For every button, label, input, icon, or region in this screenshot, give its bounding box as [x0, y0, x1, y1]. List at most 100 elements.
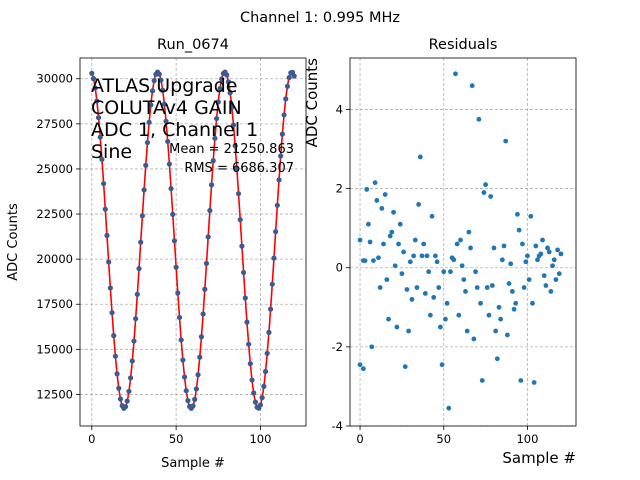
waveform-panel: Run_0674 0 50 100 12500 15000 17500 20000 2250… — [6, 37, 307, 471]
waveform-sample-point — [215, 99, 221, 105]
waveform-sample-point — [192, 396, 198, 402]
waveform-sample-point — [178, 337, 184, 343]
waveform-sample-point — [195, 372, 201, 378]
waveform-sample-point — [151, 78, 157, 84]
residual-point — [469, 83, 475, 89]
waveform-grid — [80, 58, 306, 426]
residual-point — [474, 285, 480, 290]
residual-point — [416, 202, 422, 207]
waveform-sample-point — [242, 295, 248, 301]
residual-point — [412, 237, 418, 243]
residual-point — [417, 154, 423, 160]
waveform-sample-point — [111, 333, 117, 339]
residual-point — [456, 312, 462, 318]
residual-point — [513, 300, 519, 306]
waveform-sample-point — [185, 398, 191, 404]
waveform-sample-point — [247, 361, 253, 367]
residual-point — [521, 285, 527, 290]
waveform-y-tick-label: 20000 — [36, 252, 73, 266]
waveform-sample-point — [107, 285, 113, 291]
residual-point — [493, 328, 499, 334]
residual-point — [538, 251, 544, 257]
waveform-sample-point — [129, 358, 135, 364]
residual-point — [496, 304, 502, 310]
waveform-x-axis-label: Sample # — [161, 456, 225, 471]
waveform-sample-point — [235, 191, 242, 197]
waveform-sample-point — [92, 85, 98, 91]
waveform-sample-point — [261, 383, 267, 389]
waveform-sample-point — [89, 70, 95, 76]
residual-point — [424, 253, 430, 259]
waveform-sample-point — [276, 177, 282, 183]
waveform-sample-point — [165, 138, 171, 145]
waveform-sample-point — [116, 385, 122, 391]
waveform-title: Run_0674 — [157, 37, 229, 53]
waveform-sample-point — [246, 341, 252, 347]
residual-point — [429, 213, 435, 219]
residual-point — [396, 241, 401, 247]
waveform-sample-point — [197, 354, 203, 360]
waveform-sample-point — [144, 139, 151, 146]
residual-point — [376, 255, 381, 261]
waveform-sample-point — [208, 182, 215, 188]
residual-point — [525, 253, 530, 259]
residual-point — [362, 258, 368, 263]
waveform-sample-point — [117, 396, 124, 402]
waveform-sample-point — [264, 350, 270, 356]
residuals-y-tick-label: 4 — [336, 102, 343, 116]
residual-point — [372, 180, 378, 186]
waveform-y-tick-label: 22500 — [36, 207, 73, 221]
residual-point — [518, 378, 524, 383]
residual-point — [548, 289, 554, 294]
residual-point — [411, 253, 417, 259]
residual-point — [481, 190, 487, 195]
waveform-y-tick-label: 30000 — [36, 72, 73, 86]
waveform-sample-point — [193, 386, 199, 392]
residual-point — [498, 316, 504, 322]
residual-point — [471, 336, 477, 342]
waveform-sample-point — [200, 311, 206, 317]
residual-point — [399, 271, 405, 277]
residual-point — [369, 344, 375, 350]
waveform-sample-point — [252, 399, 258, 405]
waveform-sample-point — [283, 96, 289, 102]
waveform-y-tick-label: 17500 — [36, 297, 73, 311]
waveform-sample-point — [273, 229, 279, 235]
waveform-x-tick-label: 0 — [88, 432, 95, 446]
waveform-sample-point — [101, 180, 107, 187]
residual-point — [386, 316, 391, 322]
waveform-sample-point — [269, 281, 275, 287]
residual-point — [446, 405, 452, 411]
waveform-sample-point — [229, 104, 235, 110]
annotation-line-2: COLUTAv4 GAIN — [91, 97, 242, 119]
waveform-sample-point — [168, 185, 174, 192]
residual-point — [508, 261, 514, 267]
waveform-sample-point — [234, 166, 240, 172]
residual-point — [414, 285, 420, 290]
residuals-y-tick-label: -2 — [332, 340, 343, 354]
waveform-sample-point — [141, 187, 147, 193]
waveform-sample-point — [214, 115, 220, 122]
residual-point — [504, 332, 510, 338]
residual-point — [553, 277, 559, 282]
residual-point — [397, 221, 403, 227]
waveform-sample-point — [249, 377, 255, 383]
residuals-y-tick-label: -4 — [332, 419, 343, 433]
waveform-sample-point — [267, 306, 274, 312]
waveform-sample-point — [205, 234, 211, 240]
residual-point — [543, 283, 549, 288]
waveform-sample-point — [146, 119, 152, 125]
residual-point — [394, 324, 400, 330]
waveform-y-tick-label: 15000 — [36, 342, 73, 356]
residual-point — [382, 192, 388, 197]
residuals-y-axis-label: ADC Counts — [303, 58, 321, 148]
residual-point — [464, 328, 470, 334]
residuals-x-tick-label: 0 — [356, 432, 363, 446]
residual-point — [443, 316, 448, 322]
residuals-y-tick-label: 0 — [336, 261, 343, 275]
waveform-sample-point — [160, 87, 166, 93]
waveform-sample-point — [126, 388, 132, 394]
waveform-sample-point — [217, 85, 223, 92]
waveform-sample-point — [143, 162, 149, 168]
residual-point — [528, 213, 534, 219]
